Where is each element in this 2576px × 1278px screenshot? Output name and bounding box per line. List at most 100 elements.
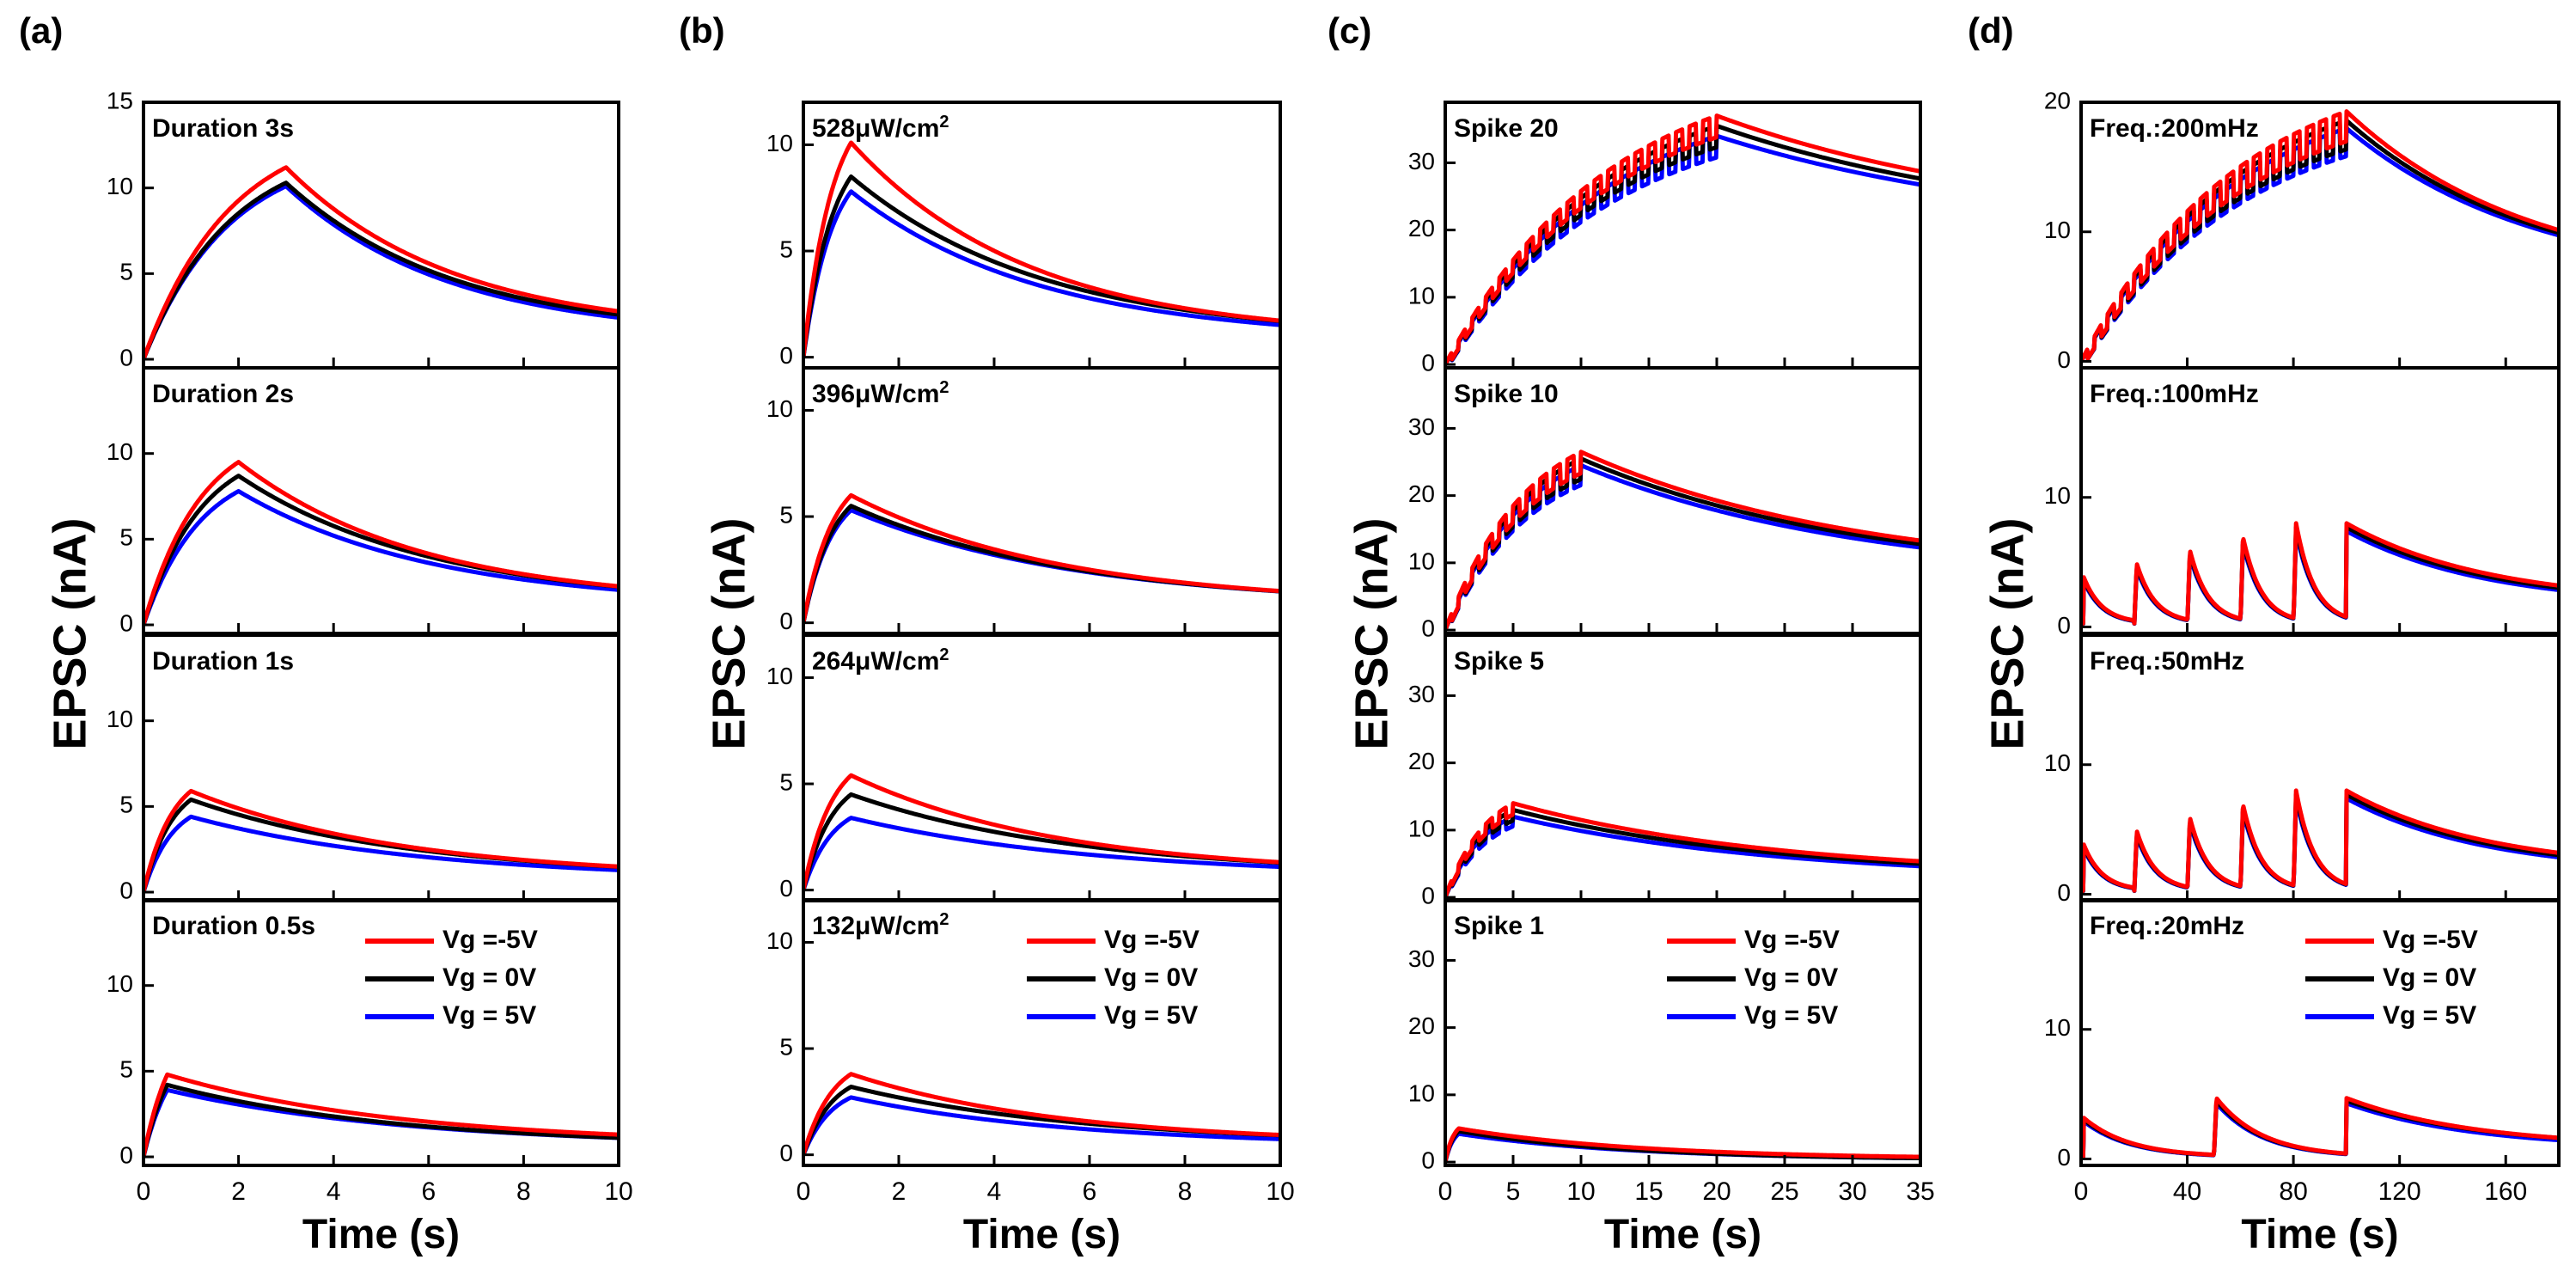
- x-tick-label: 35: [1906, 1177, 1934, 1206]
- panel-label: (b): [679, 10, 725, 51]
- subplot-label: 528μW/cm2: [812, 113, 949, 143]
- subplot-1: 0 5 10 15 Duration 3s: [107, 87, 620, 370]
- series-line-2: [143, 489, 619, 626]
- y-tick-label: 5: [779, 235, 793, 262]
- series-line-1: [1445, 456, 1920, 631]
- panel-a: (a) EPSC (nA) 0 5 10 15 Duration 3s 0 5 10 Duratio…: [19, 10, 633, 1257]
- series-line-2: [1445, 133, 1920, 366]
- y-tick-label: 0: [779, 342, 793, 369]
- y-tick-label: 0: [2057, 346, 2071, 373]
- series-line-0: [2081, 521, 2559, 626]
- x-tick-label: 8: [1178, 1177, 1193, 1206]
- y-tick-label: 0: [119, 877, 133, 903]
- series-line-1: [803, 1085, 1280, 1156]
- y-tick-label: 30: [1408, 681, 1435, 707]
- x-axis-label: Time (s): [1604, 1212, 1761, 1257]
- series-line-2: [1445, 814, 1920, 899]
- subplot-4: 0 5 10 0 2 4 6 8 10 132μW/cm2 Vg =-5V Vg = 0V Vg = 5…: [766, 898, 1295, 1206]
- series-line-0: [803, 773, 1280, 891]
- y-tick-label: 10: [766, 663, 793, 689]
- y-tick-label: 5: [119, 524, 133, 551]
- y-tick-label: 5: [779, 1033, 793, 1060]
- x-axis-label: Time (s): [302, 1212, 460, 1257]
- series-line-1: [1445, 123, 1920, 366]
- x-tick-label: 80: [2279, 1177, 2307, 1206]
- legend-label: Vg = 0V: [1744, 963, 1838, 992]
- panel-label: (a): [19, 10, 63, 51]
- legend-label: Vg =-5V: [1744, 926, 1840, 954]
- y-tick-label: 0: [779, 875, 793, 902]
- subplot-4: 0 10 20 30 0 5 10 15 20 25 30 35 Spike 1 Vg =-5V Vg = …: [1408, 898, 1935, 1206]
- y-tick-label: 0: [119, 1141, 133, 1168]
- x-tick-label: 20: [1702, 1177, 1731, 1206]
- y-tick-label: 10: [2044, 1014, 2071, 1041]
- y-tick-label: 5: [779, 501, 793, 528]
- series-line-2: [143, 184, 619, 360]
- subplot-2: 0 10 Freq.:100mHz: [2044, 366, 2561, 639]
- y-tick-label: 10: [766, 927, 793, 954]
- x-tick-label: 6: [421, 1177, 436, 1206]
- subplot-4: 0 10 0 40 80 120 160 Freq.:20mHz Vg =-5V Vg = 0V V…: [2044, 898, 2561, 1206]
- y-tick-label: 10: [107, 438, 133, 465]
- subplot-label: Duration 2s: [152, 380, 294, 408]
- subplot-label: Spike 20: [1454, 114, 1559, 143]
- subplot-2: 0 5 10 Duration 2s: [107, 366, 620, 636]
- x-tick-label: 8: [516, 1177, 531, 1206]
- y-tick-label: 30: [1408, 413, 1435, 440]
- y-tick-label: 10: [766, 395, 793, 422]
- x-axis-label: Time (s): [963, 1212, 1120, 1257]
- y-tick-label: 10: [107, 706, 133, 732]
- series-line-0: [1445, 113, 1920, 366]
- panel-d: (d) EPSC (nA) 0 10 20 Freq.:200mHz 0 10 Freq.:10…: [1968, 10, 2561, 1257]
- subplot-label: 396μW/cm2: [812, 378, 949, 408]
- y-tick-label: 0: [1421, 882, 1435, 908]
- legend-label: Vg =-5V: [2383, 926, 2478, 954]
- series-line-2: [1445, 462, 1920, 632]
- series-line-2: [803, 189, 1280, 358]
- y-tick-label: 10: [2044, 482, 2071, 509]
- y-tick-label: 0: [119, 609, 133, 636]
- series-line-2: [803, 1095, 1280, 1156]
- series-line-0: [1445, 801, 1920, 898]
- series-line-2: [803, 816, 1280, 891]
- y-axis-label: EPSC (nA): [1346, 518, 1397, 750]
- y-tick-label: 0: [1421, 615, 1435, 641]
- legend-label: Vg =-5V: [443, 926, 538, 954]
- subplot-label-superscript: 2: [939, 378, 949, 397]
- series-line-1: [803, 174, 1280, 358]
- y-tick-label: 10: [2044, 749, 2071, 776]
- y-axis-label: EPSC (nA): [44, 518, 95, 750]
- y-tick-label: 30: [1408, 148, 1435, 174]
- y-tick-label: 10: [1408, 282, 1435, 309]
- y-tick-label: 5: [779, 768, 793, 795]
- legend-label: Vg = 5V: [1744, 1001, 1838, 1030]
- subplot-frame: [2079, 898, 2561, 1167]
- y-tick-label: 0: [119, 344, 133, 370]
- y-tick-label: 20: [1408, 1012, 1435, 1039]
- series-line-0: [2081, 109, 2559, 363]
- y-axis-label: EPSC (nA): [1981, 518, 2033, 750]
- series-line-0: [2081, 788, 2559, 893]
- series-line-0: [143, 460, 619, 626]
- x-tick-label: 30: [1838, 1177, 1866, 1206]
- subplot-label: Spike 5: [1454, 647, 1544, 676]
- y-tick-label: 30: [1408, 945, 1435, 972]
- subplot-2: 0 5 10 396μW/cm2: [766, 366, 1282, 635]
- y-tick-label: 10: [107, 173, 133, 199]
- x-tick-label: 0: [1438, 1177, 1453, 1206]
- series-line-1: [803, 504, 1280, 624]
- y-tick-label: 10: [107, 970, 133, 997]
- subplot-label: Spike 1: [1454, 912, 1544, 940]
- x-tick-label: 40: [2173, 1177, 2201, 1206]
- subplot-label: Freq.:50mHz: [2090, 647, 2244, 676]
- subplot-4: 0 5 10 0 2 4 6 8 10 Duration 0.5s Vg =-5V Vg = 0V Vg…: [107, 898, 633, 1206]
- panel-label: (c): [1328, 10, 1371, 51]
- x-tick-label: 4: [987, 1177, 1002, 1206]
- y-tick-label: 0: [779, 1140, 793, 1166]
- x-tick-label: 2: [892, 1177, 906, 1206]
- x-tick-label: 160: [2484, 1177, 2527, 1206]
- subplot-frame: [142, 898, 620, 1167]
- y-tick-label: 5: [119, 259, 133, 285]
- y-tick-label: 0: [2057, 612, 2071, 639]
- x-tick-label: 0: [137, 1177, 151, 1206]
